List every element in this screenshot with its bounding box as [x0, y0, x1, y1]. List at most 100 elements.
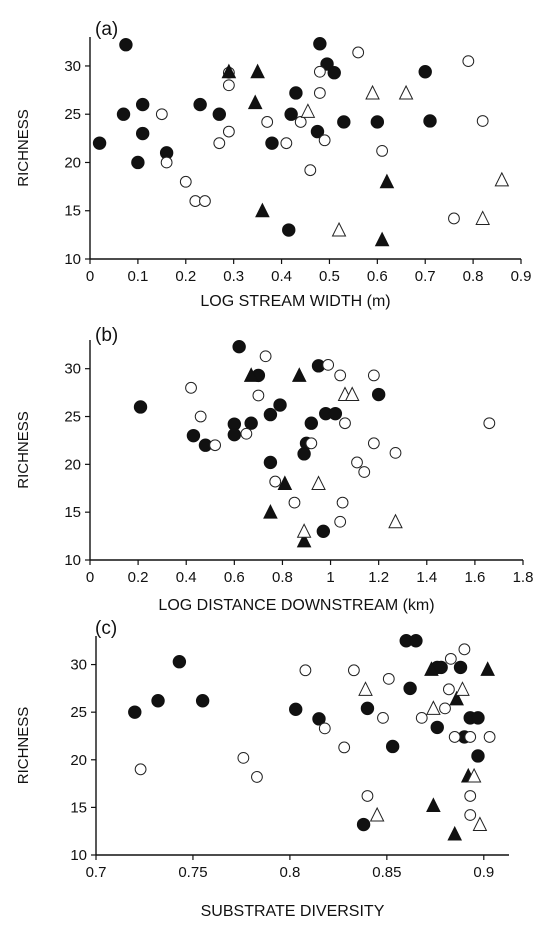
- data-point-open-circle: [194, 410, 207, 423]
- data-point-filled-circle: [403, 681, 417, 696]
- data-point-open-circle: [389, 446, 402, 459]
- data-point-open-circle: [222, 79, 235, 92]
- data-point-filled-circle: [313, 37, 327, 51]
- data-point-open-triangle: [426, 700, 441, 715]
- data-point-open-circle: [185, 381, 197, 394]
- y-tick-label: 10: [70, 847, 87, 864]
- y-axis-label: RICHNESS: [15, 411, 32, 489]
- x-tick-label: 0.4: [271, 268, 292, 285]
- x-tick-label: 0.3: [223, 268, 244, 285]
- panel-label: (b): [95, 325, 118, 346]
- x-tick-label: 0.8: [272, 569, 293, 586]
- data-point-open-circle: [347, 664, 360, 677]
- data-point-open-triangle: [455, 681, 470, 696]
- data-point-open-circle: [237, 751, 250, 764]
- x-tick-label: 0.4: [176, 569, 197, 586]
- data-point-filled-circle: [418, 65, 432, 79]
- data-point-open-circle: [322, 358, 335, 371]
- data-point-filled-circle: [453, 660, 468, 675]
- data-point-filled-circle: [186, 428, 201, 443]
- data-point-open-circle: [439, 702, 451, 715]
- data-point-filled-circle: [310, 124, 325, 139]
- data-point-open-circle: [160, 156, 173, 169]
- data-point-open-circle: [334, 515, 347, 528]
- x-tick-label: 1.4: [416, 569, 437, 586]
- x-axis-label: LOG DISTANCE DOWNSTREAM (km): [158, 597, 434, 614]
- data-point-open-circle: [339, 417, 351, 430]
- data-point-open-circle: [251, 771, 263, 783]
- y-tick-label: 15: [64, 203, 81, 220]
- data-point-open-circle: [382, 672, 395, 685]
- data-point-filled-circle: [370, 115, 385, 129]
- x-tick-label: 0.9: [511, 268, 532, 285]
- data-point-filled-circle: [423, 114, 437, 128]
- x-tick-label: 0: [86, 569, 94, 586]
- x-tick-label: 0.8: [463, 268, 484, 285]
- data-point-filled-circle: [131, 155, 145, 170]
- x-tick-label: 0.6: [367, 268, 388, 285]
- data-point-filled-circle: [232, 339, 246, 354]
- data-point-open-circle: [305, 437, 318, 450]
- data-point-filled-circle: [316, 524, 331, 539]
- data-point-filled-circle: [471, 711, 485, 725]
- data-point-open-circle: [134, 763, 147, 776]
- data-point-open-circle: [464, 731, 477, 743]
- x-tick-label: 1.8: [513, 569, 534, 586]
- x-tick-label: 0.85: [372, 864, 401, 881]
- data-point-open-circle: [213, 137, 226, 150]
- data-point-filled-circle: [289, 86, 303, 100]
- data-point-filled-triangle: [447, 825, 463, 841]
- data-point-filled-circle: [304, 416, 319, 430]
- data-point-open-circle: [367, 437, 380, 450]
- x-axis-label: SUBSTRATE DIVERSITY: [201, 903, 385, 920]
- panel-c: 10 15 20 25 30 0.7 0.75 0.8 0.85 0.9 (c) SUBSTRATE …: [15, 618, 509, 920]
- data-point-filled-circle: [133, 400, 148, 414]
- data-point-open-circle: [376, 144, 389, 157]
- data-point-filled-circle: [193, 97, 207, 112]
- x-tick-label: 0.8: [279, 864, 300, 881]
- data-point-filled-triangle: [263, 504, 278, 519]
- y-tick-label: 10: [64, 552, 81, 569]
- data-point-open-triangle: [398, 84, 414, 100]
- x-tick-label: 0.7: [86, 864, 107, 881]
- data-point-open-circle: [222, 125, 235, 138]
- data-point-filled-circle: [371, 387, 386, 402]
- data-point-open-triangle: [331, 221, 347, 237]
- data-point-open-circle: [261, 116, 274, 128]
- data-point-open-circle: [377, 711, 389, 724]
- data-point-open-circle: [476, 115, 489, 127]
- data-point-open-circle: [367, 369, 380, 382]
- x-tick-label: 0.9: [473, 864, 494, 881]
- data-point-open-circle: [259, 350, 272, 363]
- data-point-filled-triangle: [449, 690, 464, 706]
- x-tick-label: 0.5: [319, 268, 340, 285]
- data-point-filled-circle: [212, 107, 227, 121]
- data-point-filled-circle: [356, 817, 371, 832]
- data-point-filled-triangle: [480, 661, 495, 676]
- data-point-open-circle: [444, 652, 457, 665]
- data-point-open-circle: [199, 195, 211, 207]
- data-point-open-circle: [351, 456, 363, 469]
- data-point-filled-circle: [282, 223, 296, 237]
- data-point-open-circle: [462, 55, 475, 68]
- y-tick-label: 30: [70, 657, 87, 674]
- data-point-open-circle: [313, 65, 326, 78]
- data-point-open-circle: [318, 722, 331, 735]
- data-point-filled-circle: [430, 720, 444, 735]
- data-point-open-triangle: [475, 210, 490, 225]
- data-point-open-circle: [448, 212, 460, 225]
- data-point-open-triangle: [369, 806, 385, 822]
- data-point-open-circle: [415, 711, 428, 724]
- data-point-open-triangle: [344, 386, 360, 402]
- data-point-filled-triangle: [291, 367, 307, 382]
- data-point-filled-circle: [409, 634, 423, 648]
- y-axis-label: RICHNESS: [15, 109, 32, 187]
- y-tick-label: 20: [64, 456, 81, 473]
- x-tick-label: 1.2: [368, 569, 389, 586]
- data-point-open-circle: [483, 731, 496, 743]
- y-tick-label: 25: [64, 409, 81, 426]
- data-point-open-circle: [338, 741, 351, 754]
- data-point-open-circle: [352, 46, 365, 59]
- data-point-open-triangle: [494, 171, 510, 187]
